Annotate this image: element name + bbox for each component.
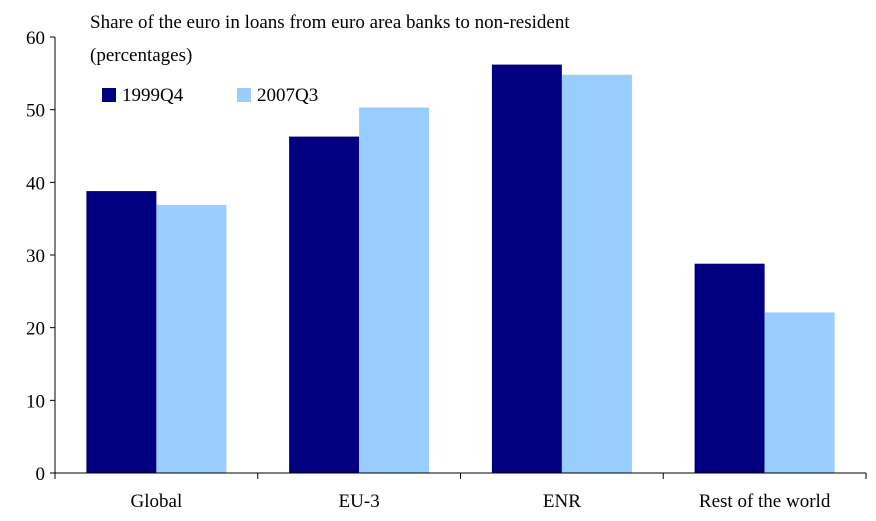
- legend: 1999Q4 2007Q3: [102, 85, 318, 106]
- legend-label-1999q4: 1999Q4: [122, 85, 184, 106]
- y-tick-label-50: 50: [26, 101, 45, 122]
- category-labels: Global EU-3 ENR Rest of the world: [131, 491, 831, 512]
- category-label-eu-3: EU-3: [339, 491, 380, 512]
- legend-swatch-1999q4: [102, 88, 116, 102]
- bar-1999q4-global: [86, 191, 157, 473]
- chart-title: Share of the euro in loans from euro are…: [90, 12, 570, 33]
- bar-2007q3-eu-3: [359, 107, 430, 473]
- x-axis-ticks: [54, 473, 867, 479]
- bar-1999q4-eu-3: [289, 136, 360, 473]
- legend-label-2007q3: 2007Q3: [257, 85, 318, 106]
- bar-2007q3-rest-of-the-world: [764, 312, 835, 473]
- category-label-rest-of-the-world: Rest of the world: [699, 491, 831, 512]
- y-tick-label-0: 0: [36, 464, 46, 485]
- chart-subtitle: (percentages): [90, 45, 192, 66]
- legend-swatch-2007q3: [237, 88, 251, 102]
- bar-1999q4-rest-of-the-world: [694, 263, 765, 473]
- bar-1999q4-enr: [491, 64, 562, 473]
- y-tick-label-40: 40: [26, 173, 45, 194]
- category-label-global: Global: [131, 491, 183, 512]
- bar-2007q3-enr: [561, 74, 632, 474]
- y-tick-label-10: 10: [26, 391, 45, 412]
- y-tick-label-60: 60: [26, 28, 45, 49]
- y-axis-ticks: 0 10 20 30 40 50 60: [26, 28, 55, 485]
- y-tick-label-20: 20: [26, 319, 45, 340]
- bar-2007q3-global: [156, 204, 227, 473]
- category-label-enr: ENR: [543, 491, 581, 512]
- y-tick-label-30: 30: [26, 246, 45, 267]
- bars-group: [86, 64, 835, 474]
